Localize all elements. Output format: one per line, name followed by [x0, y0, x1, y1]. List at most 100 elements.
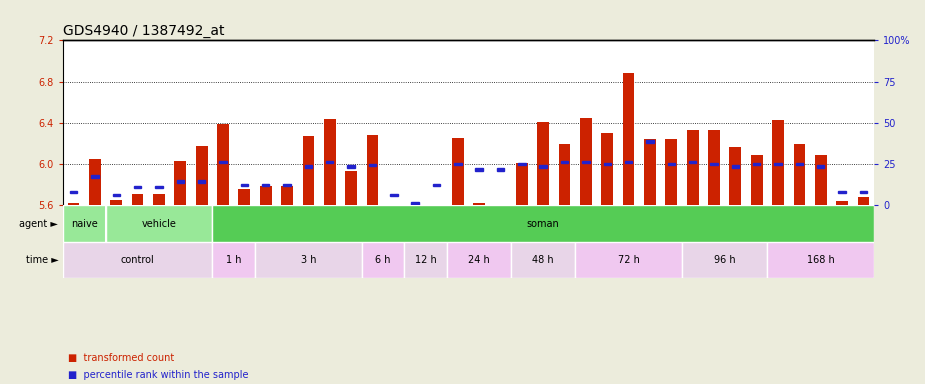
Bar — [131, 194, 143, 205]
Bar — [302, 136, 315, 205]
Bar — [219, 161, 227, 163]
Bar — [561, 161, 568, 163]
Bar — [345, 171, 357, 205]
Bar — [283, 184, 290, 186]
Bar — [859, 191, 867, 193]
Bar — [665, 139, 677, 205]
Bar — [326, 161, 334, 163]
Bar — [70, 191, 78, 193]
Bar — [815, 155, 827, 205]
Bar — [497, 168, 504, 170]
Bar — [454, 163, 462, 166]
Bar — [516, 163, 528, 205]
Bar — [518, 163, 525, 166]
Bar — [709, 130, 720, 205]
Bar — [625, 161, 633, 163]
Text: ■  transformed count: ■ transformed count — [68, 353, 174, 363]
Bar — [324, 119, 336, 205]
Text: time ►: time ► — [26, 255, 58, 265]
Bar — [474, 204, 485, 205]
Bar — [431, 205, 442, 210]
Bar — [198, 180, 205, 183]
Bar — [390, 194, 398, 196]
Bar — [452, 138, 463, 205]
Bar — [559, 144, 571, 205]
Bar — [475, 168, 483, 170]
Bar — [647, 140, 654, 143]
Bar — [539, 165, 547, 167]
Bar — [63, 205, 105, 242]
Text: 96 h: 96 h — [714, 255, 735, 265]
Bar — [580, 118, 592, 205]
Bar — [732, 165, 739, 167]
Bar — [412, 202, 419, 205]
Bar — [774, 163, 782, 166]
Text: 24 h: 24 h — [468, 255, 490, 265]
Bar — [105, 205, 213, 242]
Bar — [836, 201, 848, 205]
Text: 6 h: 6 h — [376, 255, 391, 265]
Bar — [512, 242, 575, 278]
Bar — [196, 146, 207, 205]
Bar — [366, 135, 378, 205]
Bar — [348, 165, 355, 167]
Bar — [175, 161, 186, 205]
Bar — [404, 242, 447, 278]
Bar — [217, 124, 228, 205]
Bar — [794, 144, 806, 205]
Bar — [89, 159, 101, 205]
Text: 1 h: 1 h — [226, 255, 241, 265]
Text: 3 h: 3 h — [301, 255, 316, 265]
Bar — [154, 194, 165, 205]
Text: agent ►: agent ► — [19, 218, 58, 229]
Bar — [537, 122, 549, 205]
Bar — [689, 161, 697, 163]
Bar — [68, 204, 80, 205]
Bar — [362, 242, 404, 278]
Bar — [177, 180, 184, 183]
Bar — [240, 184, 248, 186]
Bar — [582, 161, 589, 163]
Bar — [281, 186, 293, 205]
Text: control: control — [121, 255, 154, 265]
Text: 168 h: 168 h — [807, 255, 834, 265]
Bar — [262, 184, 269, 186]
Bar — [92, 175, 99, 178]
Bar — [239, 189, 251, 205]
Text: soman: soman — [527, 218, 560, 229]
Bar — [113, 194, 120, 196]
Bar — [796, 163, 803, 166]
Bar — [644, 139, 656, 205]
Bar — [730, 147, 741, 205]
Bar — [623, 73, 635, 205]
Bar — [575, 242, 682, 278]
Bar — [304, 165, 312, 167]
Bar — [710, 163, 718, 166]
Bar — [751, 155, 762, 205]
Text: GDS4940 / 1387492_at: GDS4940 / 1387492_at — [63, 24, 225, 38]
Bar — [603, 163, 611, 166]
Bar — [817, 165, 824, 167]
Bar — [155, 185, 163, 188]
Bar — [369, 164, 376, 167]
Bar — [213, 242, 255, 278]
Bar — [260, 186, 272, 205]
Bar — [110, 200, 122, 205]
Bar — [433, 184, 440, 186]
Bar — [838, 191, 845, 193]
Bar — [409, 205, 421, 209]
Bar — [686, 130, 698, 205]
Bar — [682, 242, 768, 278]
Bar — [753, 163, 760, 166]
Text: vehicle: vehicle — [142, 218, 177, 229]
Text: ■  percentile rank within the sample: ■ percentile rank within the sample — [68, 370, 248, 380]
Text: naive: naive — [71, 218, 98, 229]
Bar — [857, 197, 869, 205]
Bar — [134, 185, 142, 188]
Bar — [63, 242, 213, 278]
Bar — [447, 242, 512, 278]
Bar — [601, 133, 613, 205]
Bar — [768, 242, 874, 278]
Text: 72 h: 72 h — [618, 255, 639, 265]
Bar — [495, 205, 506, 209]
